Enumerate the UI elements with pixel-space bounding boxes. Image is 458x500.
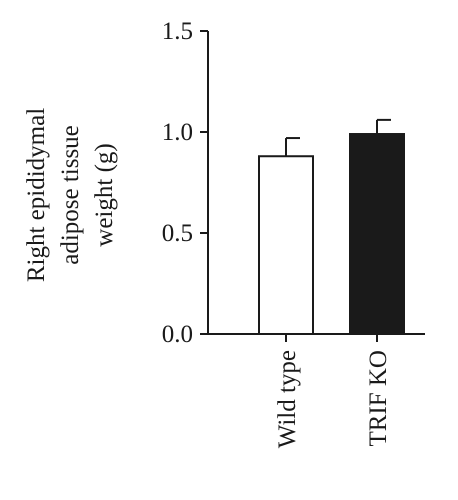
y-axis-label-line-1: Right epididymal bbox=[23, 108, 50, 282]
y-tick-label: 0.0 bbox=[162, 321, 193, 348]
y-axis-label-line-2: adipose tissue bbox=[57, 125, 84, 265]
y-tick-label: 1.5 bbox=[162, 18, 193, 45]
x-tick-label: TRIF KO bbox=[365, 350, 392, 447]
y-tick-label: 0.5 bbox=[162, 220, 193, 247]
plot-area: 0.0 0.5 1.0 1.5 Wild type TRIF KO bbox=[162, 18, 425, 448]
bar bbox=[349, 133, 405, 335]
bar bbox=[258, 155, 314, 335]
y-axis-label-line-3: weight (g) bbox=[91, 143, 118, 246]
y-axis-title: Right epididymal adipose tissue weight (… bbox=[23, 108, 118, 282]
y-tick-label: 1.0 bbox=[162, 119, 193, 146]
x-tick-label: Wild type bbox=[274, 350, 301, 448]
